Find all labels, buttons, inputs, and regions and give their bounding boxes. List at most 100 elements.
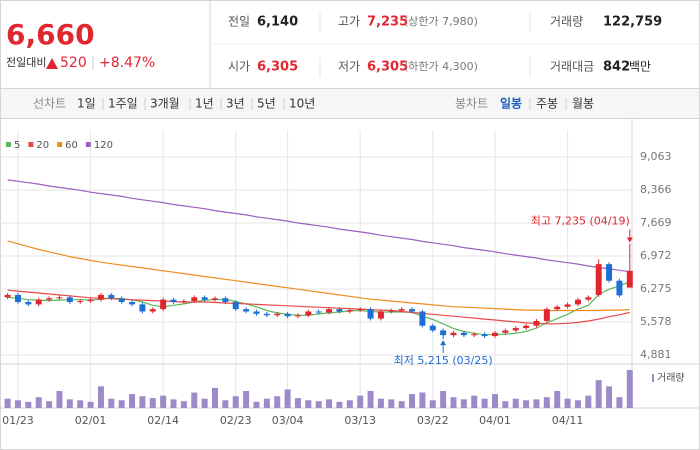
volume-bar <box>626 370 633 408</box>
volume-bar <box>450 397 457 408</box>
summary-value: 6,305 <box>367 60 408 75</box>
volume-bar <box>367 390 374 408</box>
summary-extra: (상한가 7,980) <box>404 15 478 28</box>
candle-body <box>398 309 405 311</box>
toolbar-label: 선차트 <box>33 97 66 111</box>
period-option[interactable]: 5년 <box>257 97 276 111</box>
change-amount: 520 <box>60 55 87 71</box>
x-tick-label: 04/11 <box>552 414 584 427</box>
candle-body <box>543 309 550 321</box>
volume-bar <box>523 400 530 408</box>
volume-bar <box>616 397 623 408</box>
period-option[interactable]: 1주일 <box>108 97 138 111</box>
volume-bar <box>118 400 125 408</box>
volume-bar <box>585 395 592 408</box>
legend-swatch <box>6 142 11 147</box>
candle-body <box>326 309 333 313</box>
volume-bar <box>409 394 416 408</box>
candle-body <box>357 309 364 311</box>
volume-bar <box>232 396 239 408</box>
period-option[interactable]: 3년 <box>226 97 245 111</box>
summary-label: 시가 <box>228 60 250 74</box>
x-tick-label: 02/01 <box>75 414 107 427</box>
annotation-high: 최고 7,235 (04/19) <box>531 215 630 228</box>
volume-bar <box>66 399 73 408</box>
candle-body <box>4 294 11 298</box>
summary-extra: (하한가 4,300) <box>404 59 478 73</box>
chart-frame <box>0 118 700 450</box>
x-tick-label: 03/22 <box>417 414 449 427</box>
volume-bar <box>388 399 395 408</box>
volume-legend-swatch <box>652 374 654 382</box>
legend-label: 120 <box>94 140 113 151</box>
toolbar <box>0 88 700 119</box>
volume-bar <box>315 401 322 408</box>
candle-body <box>346 310 353 312</box>
candle-body <box>25 302 32 305</box>
plot: 4,881 5,578 6,275 6,972 7,669 8,366 9,063 01/23… <box>0 130 685 427</box>
change-label: 전일대비 <box>6 55 46 69</box>
summary-value: 122,759 <box>603 15 662 30</box>
candle-body <box>460 332 467 336</box>
candle-body <box>87 299 94 302</box>
moving-average-line <box>7 179 630 273</box>
candle-body <box>523 325 530 329</box>
summary-value: 842 <box>603 60 630 75</box>
x-tick-label: 02/14 <box>147 414 179 427</box>
candle-body <box>243 309 250 312</box>
x-tick-label: 03/04 <box>272 414 304 427</box>
volume-bar <box>56 390 63 408</box>
candle-body <box>533 320 540 326</box>
candle-body <box>294 315 301 317</box>
candle-body <box>56 297 63 299</box>
annotation-arrow-head <box>626 237 633 243</box>
candle-option[interactable]: 주봉 <box>536 97 558 111</box>
candle-body <box>284 313 291 317</box>
candle-option[interactable]: 월봉 <box>572 97 594 111</box>
candle-body <box>212 298 218 300</box>
summary-value: 6,140 <box>257 15 298 30</box>
period-option[interactable]: 10년 <box>289 97 315 111</box>
volume-bar <box>481 398 488 408</box>
volume-bar <box>326 399 333 408</box>
period-option[interactable]: 1일 <box>77 97 96 111</box>
candle-body <box>139 304 146 312</box>
toolbar-label: 봉차트 <box>455 97 488 111</box>
candle-body <box>409 309 416 312</box>
volume-bar <box>491 394 498 408</box>
volume-bar <box>25 401 32 408</box>
volume-bar <box>160 395 167 408</box>
volume-bar <box>502 401 509 408</box>
volume-bar <box>440 390 447 408</box>
legend-swatch <box>85 142 91 147</box>
y-tick-label: 8,366 <box>640 183 672 196</box>
candle-body <box>160 299 167 310</box>
candle-body <box>574 299 581 305</box>
candle-body <box>377 311 384 319</box>
candle-body <box>180 301 187 303</box>
volume-bar <box>263 398 270 408</box>
current-price: 6,660 <box>6 18 95 51</box>
moving-average-line <box>7 240 630 312</box>
candle-body <box>585 297 592 300</box>
volume-bar <box>398 401 405 408</box>
volume-bar <box>46 401 53 408</box>
candle-body <box>46 298 53 300</box>
candle-body <box>191 297 198 302</box>
candle-body <box>201 297 208 300</box>
volume-bar <box>201 398 208 408</box>
y-tick-label: 9,063 <box>640 150 672 163</box>
volume-bar <box>212 387 218 408</box>
candle-body <box>388 310 395 312</box>
period-option[interactable]: 3개월 <box>150 97 180 111</box>
candle-body <box>108 294 115 299</box>
volume-bar <box>574 400 581 408</box>
summary-label: 고가 <box>338 15 360 29</box>
legend-label: 20 <box>36 140 49 151</box>
volume-bar <box>564 398 571 408</box>
x-tick-label: 01/23 <box>2 414 34 427</box>
candle-option[interactable]: 일봉 <box>500 97 522 111</box>
period-option[interactable]: 1년 <box>195 97 214 111</box>
candle-body <box>77 301 84 303</box>
candle-body <box>315 311 322 313</box>
